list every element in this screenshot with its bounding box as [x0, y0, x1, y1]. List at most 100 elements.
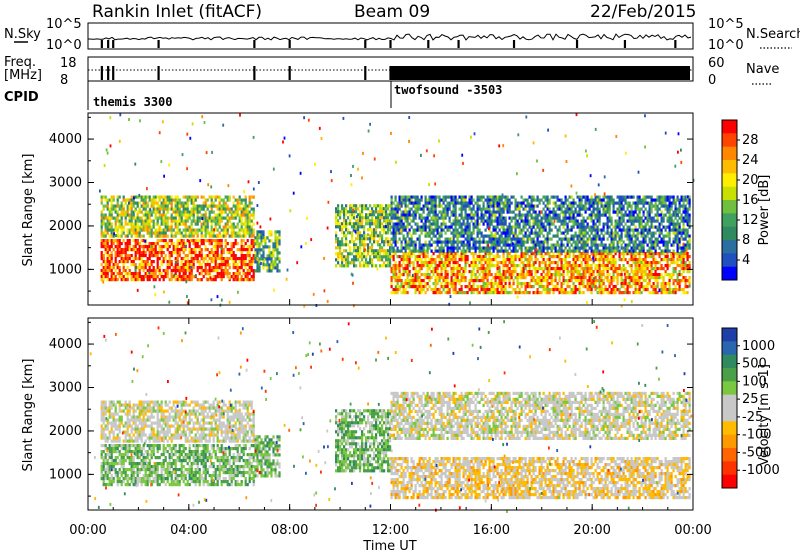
data-cell [335, 237, 338, 241]
data-cell [146, 272, 149, 276]
data-cell [428, 222, 431, 226]
data-cell [496, 207, 499, 211]
data-cell [574, 288, 577, 292]
data-cell [526, 234, 529, 238]
data-cell [504, 246, 507, 250]
data-cell [220, 239, 223, 243]
data-cell [590, 282, 593, 286]
data-cell [150, 254, 153, 258]
data-cell [363, 225, 366, 229]
data-cell [240, 263, 243, 267]
data-cell [476, 234, 479, 238]
data-cell [550, 210, 553, 214]
data-cell [536, 279, 539, 283]
data-cell [508, 285, 511, 289]
data-cell [146, 222, 149, 226]
nsearch-tick-bottom: 10^0 [708, 38, 744, 53]
data-cell [240, 213, 243, 217]
data-cell [440, 273, 443, 277]
data-cell [580, 252, 583, 256]
data-cell [520, 258, 523, 262]
data-cell [496, 216, 499, 220]
data-cell [462, 243, 465, 247]
data-cell [130, 216, 133, 220]
data-cell [632, 255, 635, 259]
data-cell [116, 278, 119, 282]
data-cell [124, 245, 127, 249]
data-cell [110, 207, 113, 211]
data-cell [586, 255, 589, 259]
data-cell [638, 291, 641, 295]
data-cell [602, 279, 605, 283]
data-cell [664, 255, 667, 259]
data-cell [472, 225, 475, 229]
data-cell [168, 263, 171, 267]
data-cell [222, 269, 225, 273]
data-cell [530, 240, 533, 244]
data-cell [361, 264, 364, 268]
data-cell [218, 219, 221, 223]
data-cell [468, 213, 471, 217]
data-cell [494, 228, 497, 232]
data-cell [343, 249, 346, 253]
data-cell [600, 276, 603, 280]
data-cell [176, 204, 179, 208]
data-cell [389, 204, 392, 208]
data-cell [474, 279, 477, 283]
data-cell [526, 270, 529, 274]
data-cell [574, 246, 577, 250]
data-cell [556, 270, 559, 274]
data-cell [622, 279, 625, 283]
data-cell [144, 213, 147, 217]
data-cell [458, 195, 461, 199]
data-cell [130, 234, 133, 238]
data-cell [688, 276, 691, 280]
data-cell [414, 213, 417, 217]
data-cell [498, 204, 501, 208]
data-cell [516, 243, 519, 247]
data-cell [536, 282, 539, 286]
data-cell [424, 201, 427, 205]
data-cell [110, 195, 113, 199]
data-cell [456, 234, 459, 238]
data-cell [516, 204, 519, 208]
data-cell [122, 260, 125, 264]
data-cell [402, 270, 405, 274]
data-cell [678, 282, 681, 286]
data-cell [367, 213, 370, 217]
data-cell [432, 219, 435, 223]
data-cell [664, 258, 667, 262]
data-cell [192, 210, 195, 214]
data-cell [526, 285, 529, 289]
data-cell [452, 252, 455, 256]
data-cell [542, 234, 545, 238]
data-cell [373, 237, 376, 241]
data-cell [646, 264, 649, 268]
data-cell [548, 264, 551, 268]
data-cell [351, 213, 354, 217]
data-cell [488, 222, 491, 226]
data-cell [106, 272, 109, 276]
data-cell [130, 207, 133, 211]
data-cell [584, 270, 587, 274]
data-cell [212, 245, 215, 249]
data-cell [138, 219, 141, 223]
data-cell [104, 225, 107, 229]
data-cell [612, 276, 615, 280]
data-cell [664, 270, 667, 274]
data-cell [502, 201, 505, 205]
data-cell [648, 276, 651, 280]
data-cell [508, 291, 511, 295]
data-cell [100, 216, 103, 220]
data-cell [152, 248, 155, 252]
data-cell [488, 291, 491, 295]
data-cell [148, 195, 151, 199]
data-cell [436, 222, 439, 226]
data-cell [148, 245, 151, 249]
data-cell [274, 242, 277, 246]
data-cell [110, 213, 113, 217]
data-cell [682, 258, 685, 262]
data-cell [162, 239, 165, 243]
data-cell [510, 276, 513, 280]
data-cell [166, 248, 169, 252]
